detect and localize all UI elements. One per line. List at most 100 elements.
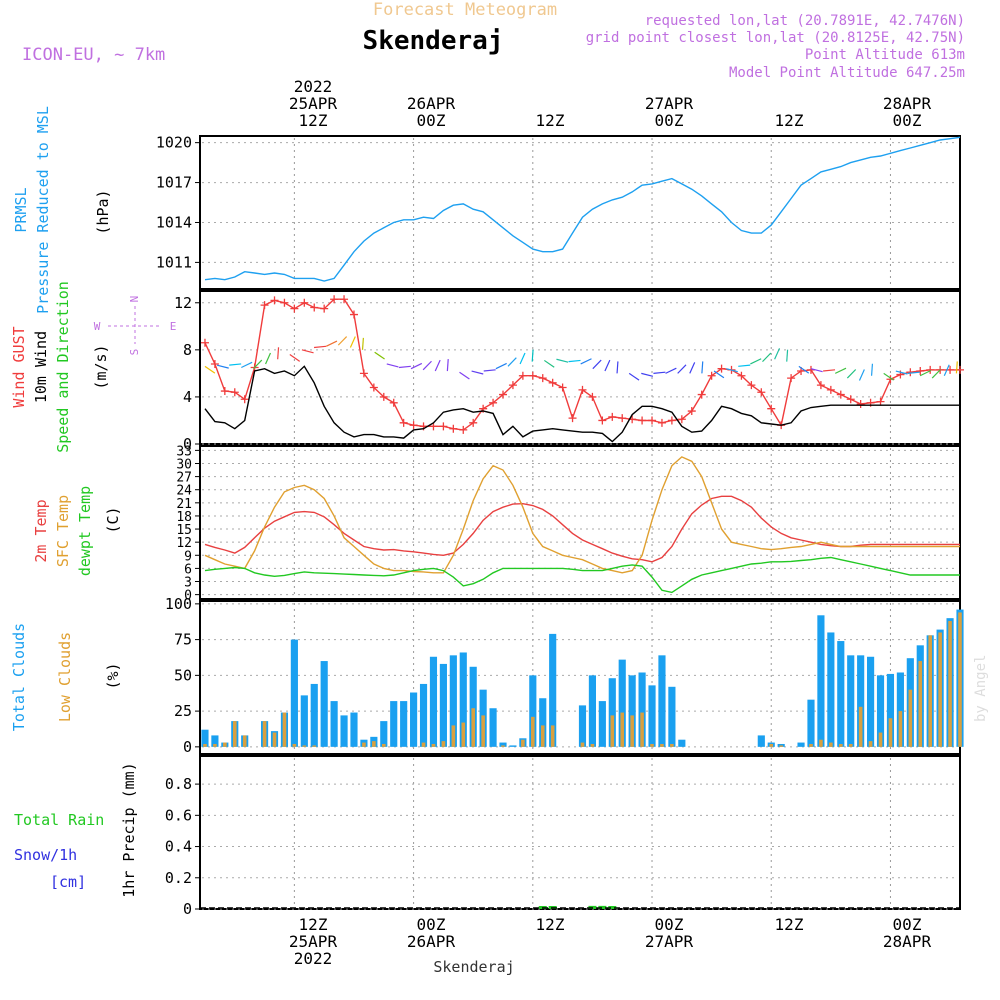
wind-arrow-27 [531, 349, 534, 362]
wind-arrow-55 [870, 363, 874, 376]
total-cloud-bar-64 [837, 641, 845, 747]
total-cloud-bar-65 [847, 655, 855, 747]
total-cloud-bar-61 [807, 699, 815, 747]
bottom-tick-2-line1: 00Z [417, 915, 446, 934]
wind-arrow-15 [386, 363, 399, 368]
wind-arrow-38 [665, 367, 677, 374]
point-altitude: Point Altitude 613m [805, 47, 965, 63]
low-cloud-bar-35 [550, 725, 555, 747]
p2-ytick-label-3: 12 [174, 294, 192, 312]
gust-marker-9 [290, 304, 299, 313]
total-cloud-bar-45 [648, 685, 656, 747]
gust-marker-30 [499, 390, 508, 399]
wind-arrow-26 [519, 352, 526, 365]
p3-series-1-line [204, 456, 960, 574]
p5-ytick-label-4: 0.8 [165, 775, 192, 793]
low-cloud-bar-71 [908, 689, 913, 747]
wind-arrow-61 [943, 364, 950, 376]
location-title: Skenderaj [363, 26, 504, 56]
rain-bar-3 [598, 905, 607, 909]
total-cloud-bar-35 [549, 633, 557, 747]
gust-marker-24 [439, 422, 448, 431]
gust-marker-25 [449, 424, 458, 433]
bottom-tick-3-line1: 12Z [536, 915, 565, 934]
p1-label-desc: Pressure Reduced to MSL [34, 106, 52, 314]
gust-marker-18 [379, 392, 388, 401]
gust-marker-59 [787, 374, 796, 383]
top-tick-5-line3: 12Z [775, 111, 804, 130]
wind-arrow-19 [434, 359, 441, 372]
compass-n: N [128, 296, 141, 303]
total-cloud-bar-33 [529, 675, 537, 747]
total-cloud-bar-70 [896, 672, 904, 747]
p3-ytick-label-3: 9 [184, 549, 192, 564]
top-tick-4-line3: 00Z [655, 111, 684, 130]
low-cloud-bar-68 [878, 732, 883, 747]
total-cloud-bar-25 [449, 655, 457, 747]
bottom-tick-1-line2: 25APR [289, 932, 338, 951]
gust-marker-38 [578, 385, 587, 394]
low-cloud-bar-28 [481, 715, 485, 747]
wind-arrow-4 [253, 359, 263, 370]
total-cloud-bar-9 [290, 639, 298, 747]
total-cloud-bar-12 [320, 661, 328, 747]
low-cloud-bar-8 [282, 712, 287, 747]
total-cloud-bar-15 [350, 712, 358, 747]
low-cloud-bar-38 [580, 742, 585, 747]
wind-arrow-17 [410, 362, 423, 370]
low-cloud-bar-69 [888, 718, 893, 747]
top-tick-1-line2: 25APR [289, 94, 338, 113]
compass-s: S [128, 349, 141, 356]
wind-arrow-35 [628, 372, 640, 381]
wind-arrow-59 [919, 369, 932, 377]
wind-arrow-36 [641, 372, 654, 377]
rain-bar-4 [608, 906, 617, 909]
gust-marker-6 [260, 301, 269, 310]
compass-e: E [170, 320, 177, 333]
low-cloud-bar-17 [372, 741, 376, 747]
low-cloud-bar-25 [451, 725, 456, 747]
low-cloud-bar-74 [938, 632, 942, 747]
gust-marker-4 [240, 395, 249, 404]
total-cloud-bar-66 [857, 655, 865, 747]
compass-w: W [94, 320, 101, 333]
wind-arrow-33 [604, 359, 611, 372]
gust-marker-66 [856, 399, 865, 408]
gust-marker-72 [916, 367, 925, 376]
low-cloud-bar-2 [223, 742, 227, 747]
p5-ytick-label-0: 0 [183, 900, 192, 918]
wind-arrow-45 [750, 358, 762, 365]
low-cloud-bar-18 [382, 743, 386, 747]
p5-label-snow-unit: [cm] [50, 873, 86, 891]
gust-marker-42 [618, 414, 627, 423]
gust-marker-27 [469, 418, 478, 427]
p2-series-1-line [204, 365, 960, 443]
wind-arrow-21 [459, 371, 470, 380]
gust-marker-71 [906, 368, 915, 377]
gust-marker-57 [767, 404, 776, 413]
wind-arrow-12 [349, 336, 356, 348]
low-cloud-bar-6 [262, 721, 267, 747]
gust-marker-35 [548, 378, 557, 387]
total-cloud-bar-24 [439, 663, 447, 747]
gust-marker-14 [340, 295, 349, 304]
p5-ytick-label-2: 0.4 [165, 838, 192, 856]
low-cloud-bar-42 [620, 712, 625, 747]
wind-arrow-60 [931, 369, 941, 379]
gust-marker-32 [518, 371, 527, 380]
gust-marker-15 [349, 310, 358, 319]
wind-arrow-16 [398, 365, 411, 369]
p3-label-dew: dewpt Temp [76, 486, 94, 576]
gust-marker-13 [330, 295, 339, 304]
wind-arrow-2 [229, 363, 242, 366]
total-cloud-bar-43 [628, 675, 636, 747]
total-cloud-bar-69 [886, 673, 895, 747]
low-cloud-bar-30 [501, 745, 505, 747]
wind-arrow-51 [823, 369, 836, 372]
total-cloud-bar-18 [380, 721, 388, 747]
panel-pressure-frame [199, 135, 961, 290]
low-cloud-bar-39 [590, 743, 595, 747]
gust-marker-16 [359, 369, 368, 378]
total-cloud-bar-62 [817, 615, 825, 747]
p3-label-unit: (C) [104, 506, 122, 533]
